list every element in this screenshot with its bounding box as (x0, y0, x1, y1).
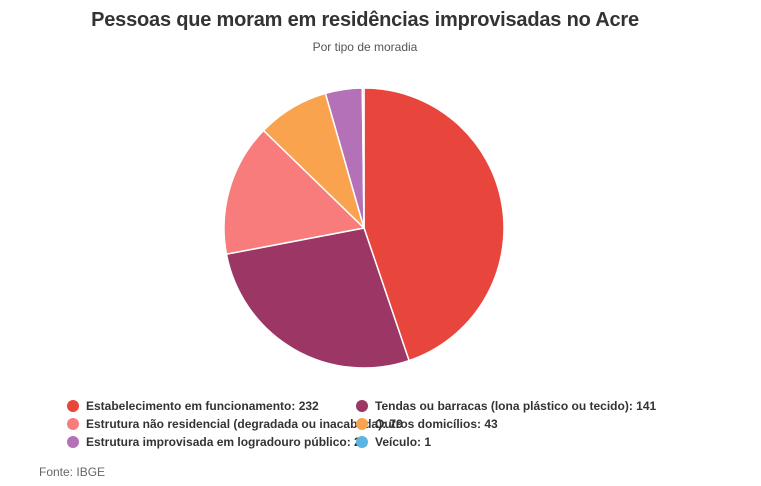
legend-item-outros-domicilios[interactable]: Outros domicílios: 43 (356, 417, 498, 431)
legend-item-estabelecimento[interactable]: Estabelecimento em funcionamento: 232 (67, 399, 356, 413)
pie-slice-3[interactable] (223, 129, 365, 255)
legend-item-tendas[interactable]: Tendas ou barracas (lona plástico ou tec… (356, 399, 656, 413)
legend-label: Tendas ou barracas (lona plástico ou tec… (375, 399, 657, 413)
pie-slice-2[interactable] (225, 227, 410, 369)
pie-slice-1[interactable] (363, 87, 505, 362)
chart-title: Pessoas que moram em residências improvi… (91, 9, 639, 31)
legend-label: Veículo: 1 (375, 435, 432, 449)
legend-color-dot (67, 418, 79, 430)
chart-subtitle: Por tipo de moradia (312, 40, 418, 54)
legend-color-dot (67, 436, 79, 448)
legend-label: Estrutura não residencial (degradada ou … (86, 417, 403, 431)
legend-row: Estrutura improvisada em logradouro públ… (67, 433, 727, 451)
legend-item-estrutura-nao-residencial[interactable]: Estrutura não residencial (degradada ou … (67, 417, 403, 431)
source-note: Fonte: IBGE (39, 465, 106, 479)
chart-legend: Estabelecimento em funcionamento: 232 Te… (67, 397, 727, 451)
legend-label: Outros domicílios: 43 (375, 417, 498, 431)
pie-chart (223, 87, 505, 369)
legend-row: Estabelecimento em funcionamento: 232 Te… (67, 397, 727, 415)
legend-color-dot (356, 418, 368, 430)
legend-label: Estabelecimento em funcionamento: 232 (86, 399, 319, 413)
legend-color-dot (67, 400, 79, 412)
legend-label: Estrutura improvisada em logradouro públ… (86, 435, 368, 449)
legend-item-veiculo[interactable]: Veículo: 1 (356, 435, 431, 449)
legend-color-dot (356, 400, 368, 412)
pie-slice-6[interactable] (361, 87, 365, 229)
legend-color-dot (356, 436, 368, 448)
legend-item-logradouro-publico[interactable]: Estrutura improvisada em logradouro públ… (67, 435, 367, 449)
legend-row: Estrutura não residencial (degradada ou … (67, 415, 727, 433)
